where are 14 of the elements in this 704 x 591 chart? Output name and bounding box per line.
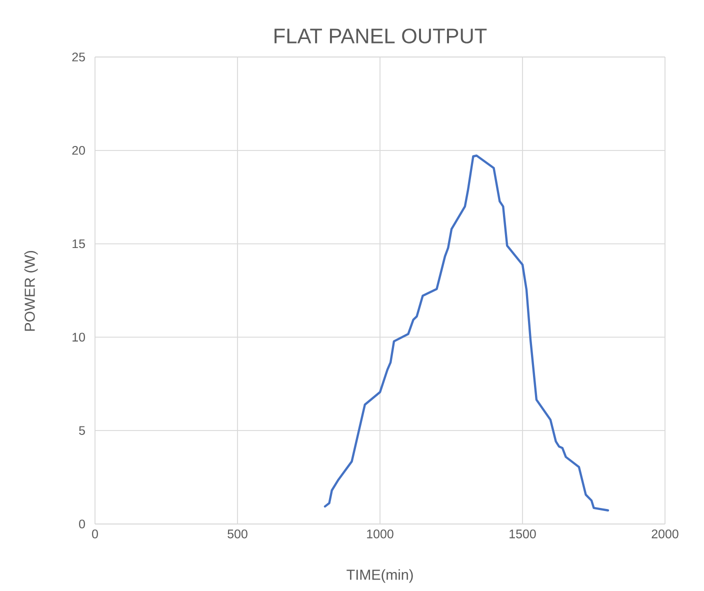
y-tick-label: 0 — [79, 520, 85, 528]
x-tick-label: 0 — [92, 530, 98, 538]
y-axis-title: POWER (W) — [24, 250, 38, 331]
x-tick-label: 2000 — [652, 530, 678, 538]
x-tick-label: 500 — [228, 530, 248, 538]
x-tick-label: 1000 — [367, 530, 394, 538]
y-tick-label: 25 — [72, 52, 85, 62]
x-axis-title: TIME(min) — [346, 569, 413, 583]
y-tick-label: 10 — [72, 332, 85, 342]
chart-title: FLAT PANEL OUTPUT — [274, 28, 487, 44]
x-tick-label: 1500 — [510, 530, 536, 538]
y-tick-label: 15 — [72, 239, 85, 248]
y-tick-label: 5 — [79, 426, 85, 435]
y-tick-label: 20 — [72, 146, 85, 155]
